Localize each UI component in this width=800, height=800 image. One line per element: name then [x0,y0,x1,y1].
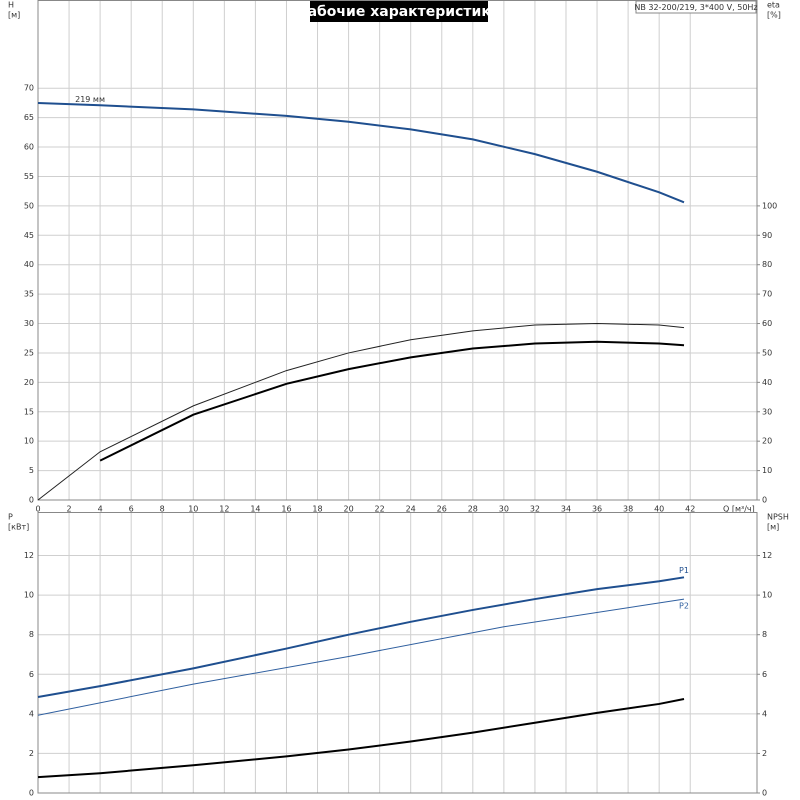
y-tick-label: 70 [24,84,34,93]
plot-frame [37,512,758,794]
subtitle-box [635,0,757,14]
y-tick-label: 50 [24,201,34,210]
chart-title: Рабочие характеристики [297,4,500,20]
x-tick-label: 28 [468,505,478,514]
y-tick-label: 55 [24,172,34,181]
y2-tick-label: 4 [762,709,767,718]
x-tick-label: 16 [281,505,291,514]
y-tick-label: 15 [24,407,34,416]
curve [37,576,685,699]
y-tick-label: 8 [29,630,34,639]
x-tick-label: 32 [530,505,540,514]
y2-axis-label: eta [767,1,780,10]
y2-tick-label: 50 [762,348,772,357]
x-tick-label: 26 [437,505,447,514]
curve [37,101,685,204]
x-tick-label: 24 [406,505,416,514]
x-tick-label: 12 [219,505,229,514]
x-tick-label: 40 [654,505,664,514]
y2-tick-label: 60 [762,319,772,328]
y-tick-label: 0 [29,789,34,798]
y2-tick-label: 70 [762,290,772,299]
y-tick-label: 4 [29,709,34,718]
x-tick-label: 20 [343,505,353,514]
x-tick-label: 6 [129,505,134,514]
x-axis-label: Q [м³/ч] [723,505,755,514]
series-label: 219 мм [75,95,105,104]
y-tick-label: 40 [24,260,34,269]
x-tick-label: 38 [623,505,633,514]
y-tick-label: 0 [29,496,34,505]
y2-axis-unit: [%] [767,11,781,20]
x-tick-label: 22 [375,505,385,514]
y2-tick-label: 40 [762,378,772,387]
series-label: P2 [679,602,689,611]
x-tick-label: 10 [188,505,198,514]
x-tick-label: 0 [35,505,40,514]
y-tick-label: 6 [29,670,34,679]
y-axis-label: P [8,513,13,522]
title-bg [310,1,488,22]
y2-tick-label: 6 [762,670,767,679]
y2-tick-label: 10 [762,591,772,600]
y-tick-label: 2 [29,749,34,758]
plot-frame [37,0,758,501]
x-tick-label: 4 [98,505,103,514]
y-tick-label: 20 [24,378,34,387]
y-tick-label: 12 [24,551,34,560]
y2-tick-label: 90 [762,231,772,240]
curve [99,340,685,462]
y2-tick-label: 2 [762,749,767,758]
y-tick-label: 25 [24,348,34,357]
x-tick-label: 34 [561,505,571,514]
y2-tick-label: 30 [762,407,772,416]
x-tick-label: 14 [250,505,260,514]
y-tick-label: 45 [24,231,34,240]
y2-axis-unit: [м] [767,523,779,532]
y2-tick-label: 8 [762,630,767,639]
y-tick-label: 5 [29,466,34,475]
y-tick-label: 65 [24,113,34,122]
y-tick-label: 10 [24,437,34,446]
y-axis-unit: [кВт] [8,523,29,532]
y-tick-label: 30 [24,319,34,328]
chart-subtitle: NB 32-200/219, 3*400 V, 50Hz [634,3,757,12]
y-tick-label: 35 [24,290,34,299]
curve [37,698,685,779]
y2-tick-label: 10 [762,466,772,475]
curve [37,598,685,716]
y2-axis-label: NPSH [767,513,789,522]
x-tick-label: 42 [685,505,695,514]
x-tick-label: 8 [160,505,165,514]
y2-tick-label: 80 [762,260,772,269]
y-tick-label: 60 [24,143,34,152]
y2-tick-label: 0 [762,496,767,505]
y-tick-label: 10 [24,591,34,600]
y2-tick-label: 100 [762,201,777,210]
y-axis-label: H [8,1,14,10]
x-tick-label: 36 [592,505,602,514]
x-tick-label: 30 [499,505,509,514]
curve [37,323,685,501]
y-axis-unit: [м] [8,11,20,20]
y2-tick-label: 0 [762,789,767,798]
series-label: P1 [679,566,689,575]
y2-tick-label: 12 [762,551,772,560]
y2-tick-label: 20 [762,437,772,446]
x-tick-label: 2 [67,505,72,514]
x-tick-label: 18 [312,505,322,514]
